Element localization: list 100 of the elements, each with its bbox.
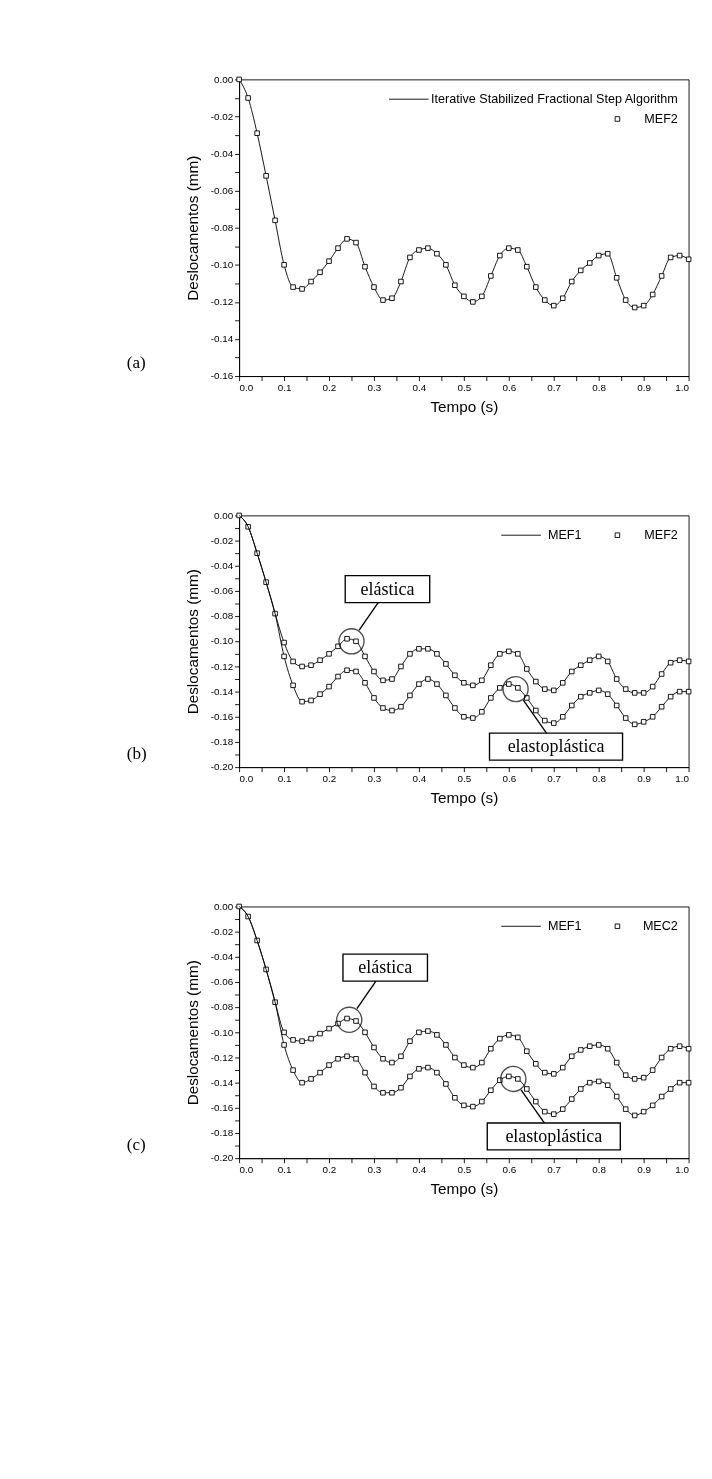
point [326, 258, 332, 264]
point [488, 695, 494, 701]
x-tick-label: 1.0 [675, 381, 690, 393]
point [470, 1103, 476, 1110]
y-tick-label: -0.14 [210, 1076, 234, 1088]
point [380, 705, 386, 711]
point [542, 717, 548, 724]
x-axis-title: Tempo (s) [430, 397, 499, 415]
x-tick-label: 0.4 [412, 381, 427, 393]
x-tick-label: 0.2 [322, 1164, 337, 1176]
x-tick-label: 0.6 [502, 1164, 517, 1176]
y-tick-label: -0.10 [210, 635, 234, 647]
point [569, 668, 575, 675]
y-tick-label: 0.00 [214, 73, 234, 85]
point [371, 1083, 377, 1090]
point [497, 252, 503, 259]
point [551, 1111, 557, 1117]
point [578, 1047, 584, 1053]
point [649, 1067, 656, 1073]
point [586, 260, 593, 266]
point [470, 715, 476, 721]
legend-label: MEC2 [642, 918, 678, 933]
x-tick-label: 0.8 [592, 1164, 607, 1176]
point [362, 1069, 368, 1076]
x-tick-label: 0.7 [547, 381, 562, 393]
point [461, 1102, 467, 1109]
point [317, 691, 323, 697]
point [434, 681, 440, 687]
legend-label: MEF1 [547, 918, 582, 933]
y-tick-label: -0.08 [210, 1001, 234, 1013]
point [622, 1106, 629, 1112]
annotation: elástica [360, 578, 415, 599]
point [425, 245, 431, 251]
point [452, 672, 458, 679]
point [416, 1066, 422, 1072]
point [344, 667, 350, 673]
point [389, 707, 395, 714]
point [524, 666, 530, 672]
point [281, 639, 287, 646]
point [407, 1073, 413, 1080]
point [290, 1067, 296, 1073]
point [299, 286, 305, 292]
point [613, 702, 620, 709]
point [578, 267, 584, 274]
point [326, 1062, 332, 1068]
point [533, 678, 539, 685]
point [290, 284, 296, 290]
point [560, 680, 566, 686]
point [542, 686, 548, 692]
x-tick-label: 0.7 [547, 772, 562, 784]
point [416, 681, 422, 687]
x-tick-label: 0.1 [277, 381, 292, 393]
point [604, 250, 611, 257]
point [515, 247, 521, 253]
x-tick-label: 0.9 [637, 772, 652, 784]
point [524, 1086, 530, 1092]
text: (c) [126, 1135, 146, 1155]
point [586, 1043, 593, 1049]
point [542, 297, 548, 303]
point [640, 302, 647, 309]
x-tick-label: 0.9 [637, 1164, 652, 1176]
point [586, 1079, 593, 1086]
y-tick-label: -0.20 [210, 761, 234, 773]
x-tick-label: 0.6 [502, 772, 517, 784]
point [595, 1078, 602, 1085]
point [685, 688, 692, 695]
point [416, 646, 422, 652]
point [542, 1069, 548, 1076]
point [263, 173, 269, 179]
y-tick-label: 0.00 [214, 509, 234, 521]
point [488, 1087, 494, 1093]
point [398, 1084, 404, 1091]
y-tick-label: -0.12 [210, 1051, 234, 1063]
point [631, 721, 638, 728]
point [434, 250, 440, 257]
x-tick-label: 0.7 [547, 1164, 562, 1176]
point [649, 1102, 656, 1109]
point [488, 273, 494, 279]
y-tick-label: -0.12 [210, 296, 234, 308]
point [667, 1086, 674, 1092]
point [685, 1045, 692, 1052]
y-tick-label: -0.06 [210, 585, 234, 597]
point [290, 1037, 296, 1043]
point [434, 651, 440, 657]
point [434, 1032, 440, 1038]
point [443, 661, 449, 667]
legend-label: MEF2 [644, 111, 678, 126]
point [515, 1034, 521, 1041]
y-tick-label: -0.02 [210, 925, 234, 937]
point [658, 1093, 665, 1100]
point [290, 658, 296, 665]
text: (a) [126, 353, 146, 372]
point [443, 1081, 449, 1087]
x-tick-label: 0.5 [457, 381, 472, 393]
point [470, 1064, 476, 1071]
point [488, 1045, 494, 1052]
point [560, 1064, 566, 1071]
point [560, 714, 566, 720]
y-tick-label: -0.04 [210, 950, 234, 962]
y-axis-title: Deslocamentos (mm) [184, 960, 202, 1106]
